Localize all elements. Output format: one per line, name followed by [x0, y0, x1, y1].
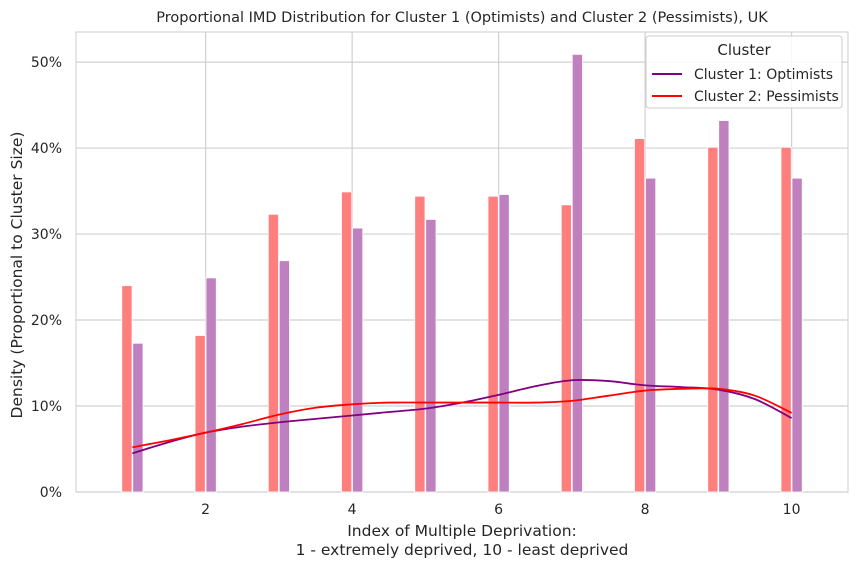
bar-optimists-10	[791, 177, 803, 493]
y-tick-label: 50%	[31, 55, 62, 71]
bar-pessimists-5	[414, 195, 426, 493]
legend-label-pessimists: Cluster 2: Pessimists	[694, 89, 839, 105]
legend: Cluster Cluster 1: Optimists Cluster 2: …	[645, 35, 843, 109]
legend-label-optimists: Cluster 1: Optimists	[694, 67, 833, 83]
y-tick-label: 40%	[31, 141, 62, 157]
kde-lines	[132, 378, 793, 455]
chart-title: Proportional IMD Distribution for Cluste…	[156, 10, 768, 26]
bar-pessimists-9	[707, 146, 719, 493]
bar-optimists-8	[645, 177, 657, 493]
legend-box	[645, 35, 843, 109]
bar-optimists-5	[425, 219, 437, 493]
bar-optimists-2	[205, 277, 217, 493]
y-tick-label: 10%	[31, 399, 62, 415]
x-axis-label-line1: Index of Multiple Deprivation:	[347, 522, 577, 540]
x-tick-label: 8	[641, 502, 650, 518]
bar-pessimists-6	[487, 195, 499, 493]
y-axis: 0% 10% 20% 30% 40% 50%	[31, 55, 62, 501]
bar-pessimists-4	[341, 191, 353, 493]
bar-optimists-6	[498, 194, 510, 493]
bar-pessimists-1	[121, 285, 133, 493]
plot-area	[75, 31, 849, 493]
y-tick-label: 0%	[40, 485, 62, 501]
legend-title: Cluster	[717, 41, 771, 59]
bar-optimists-1	[132, 342, 144, 493]
y-tick-label: 30%	[31, 227, 62, 243]
x-tick-label: 6	[494, 502, 503, 518]
bar-optimists-4	[352, 227, 364, 493]
x-tick-label: 10	[783, 502, 801, 518]
bar-optimists-3	[278, 260, 290, 493]
bars	[121, 53, 803, 493]
x-axis-label-line2: 1 - extremely deprived, 10 - least depri…	[296, 541, 629, 559]
x-tick-label: 4	[348, 502, 357, 518]
bar-pessimists-2	[194, 335, 206, 493]
bar-optimists-9	[718, 120, 730, 493]
x-tick-label: 2	[201, 502, 210, 518]
kde-line-pessimists	[132, 387, 792, 449]
bar-pessimists-7	[560, 204, 572, 493]
bar-pessimists-8	[634, 138, 646, 493]
y-tick-label: 20%	[31, 313, 62, 329]
bar-pessimists-3	[267, 213, 279, 493]
y-axis-label: Density (Proportional to Cluster Size)	[8, 132, 26, 419]
bar-optimists-7	[571, 53, 583, 493]
x-axis: 2 4 6 8 10	[201, 502, 800, 518]
bar-pessimists-10	[780, 146, 792, 493]
